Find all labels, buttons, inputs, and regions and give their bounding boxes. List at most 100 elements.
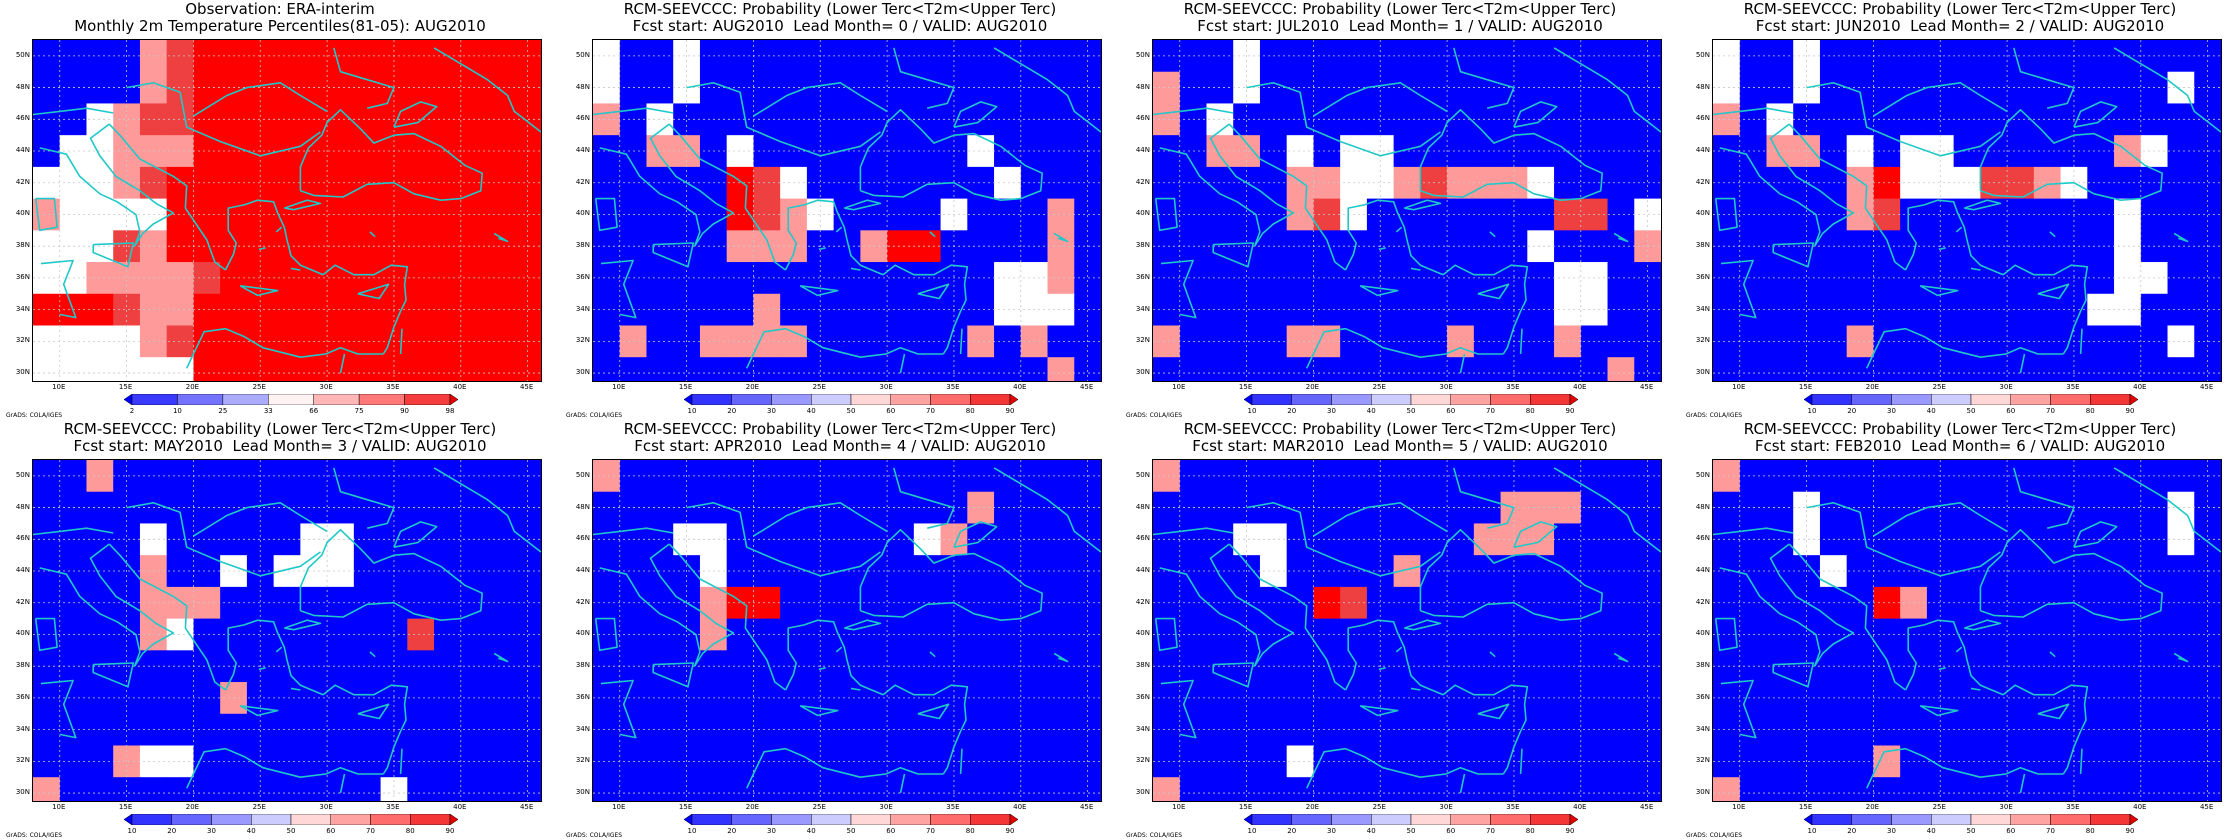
- grid-cell: [1047, 586, 1075, 620]
- lat-tick-label: 48N: [575, 502, 590, 511]
- lon-tick-label: 45E: [1079, 803, 1094, 811]
- grid-cell: [193, 460, 221, 493]
- colorbar-high-arrow: [1569, 394, 1578, 405]
- grid-cell: [593, 523, 621, 556]
- grid-cell: [1074, 357, 1101, 381]
- colorbar-level: [2090, 394, 2131, 405]
- grid-cell: [1047, 523, 1075, 556]
- grid-cell: [833, 325, 861, 358]
- grid-cell: [1047, 293, 1075, 326]
- colorbar-high-arrow: [1009, 394, 1018, 405]
- colorbar-level: [1371, 814, 1412, 825]
- coastline: [433, 467, 541, 553]
- grid-cell: [1607, 262, 1635, 295]
- grid-cell: [1953, 460, 1981, 493]
- panel-subtitle: Fcst start: AUG2010 Lead Month= 0 / VALI…: [632, 17, 1048, 35]
- grid-cell: [1953, 293, 1981, 326]
- colorbar-tick-label: 60: [886, 407, 896, 415]
- panel-title: RCM-SEEVCCC: Probability (Lower Terc<T2m…: [623, 0, 1057, 18]
- grid-cell: [1047, 262, 1075, 295]
- grid-cell: [1153, 166, 1181, 200]
- grid-cell: [273, 103, 301, 136]
- grid-cell: [1500, 357, 1528, 381]
- grid-cell: [1047, 198, 1075, 231]
- grid-cell: [1153, 491, 1181, 524]
- colorbar-tick-label: 10: [687, 407, 697, 415]
- grid-cell: [193, 71, 221, 104]
- coastline: [393, 521, 438, 548]
- lat-tick-label: 38N: [575, 241, 590, 250]
- grid-cell: [139, 777, 168, 801]
- coastline: [818, 247, 826, 251]
- grads-credit: GrADS: COLA/IGES: [1126, 412, 1183, 419]
- grid-cell: [33, 523, 61, 556]
- grid-cell: [1233, 357, 1261, 381]
- grid-cell: [193, 103, 221, 136]
- colorbar-tick-label: 50: [1406, 827, 1416, 835]
- grid-cell: [193, 650, 221, 683]
- panel-subtitle: Fcst start: MAY2010 Lead Month= 3 / VALI…: [73, 437, 487, 455]
- coastline: [369, 231, 376, 238]
- grid-cell: [514, 357, 541, 381]
- lon-tick-label: 25E: [1372, 383, 1386, 391]
- coastline: [433, 47, 541, 133]
- coastline: [1713, 527, 1794, 536]
- grid-cell: [1447, 230, 1475, 263]
- grid-cell: [1393, 460, 1421, 493]
- coastline: [953, 521, 998, 548]
- coastline: [959, 748, 963, 775]
- grid-cell: [753, 262, 781, 295]
- coastline: [1442, 264, 1529, 355]
- coastline: [752, 81, 888, 117]
- grid-cell: [753, 523, 781, 556]
- coastline: [1404, 199, 1442, 211]
- coastline: [1970, 267, 1981, 271]
- grid-cell: [1527, 586, 1555, 620]
- lat-tick-label: 48N: [15, 82, 30, 91]
- colorbar-swatches: [1804, 394, 2138, 405]
- grid-cell: [33, 230, 61, 263]
- lon-tick-label: 10E: [612, 383, 626, 391]
- grid-cell: [967, 262, 995, 295]
- grid-cell: [887, 555, 915, 588]
- colorbar-level: [1931, 394, 1972, 405]
- lon-tick-label: 10E: [1172, 803, 1186, 811]
- coastline: [1154, 197, 1178, 232]
- grid-cell: [1447, 713, 1475, 746]
- coastline: [2073, 101, 2118, 128]
- grid-cell: [1393, 325, 1421, 358]
- grid-cell: [1527, 745, 1555, 778]
- lat-tick-label: 44N: [1695, 566, 1710, 575]
- grid-cell: [1953, 777, 1981, 801]
- grid-cell: [2007, 650, 2035, 683]
- coastline: [1964, 619, 2002, 631]
- grid-cell: [2033, 262, 2062, 295]
- grid-cell: [1313, 262, 1341, 295]
- colorbar-tick-label: 40: [246, 827, 256, 835]
- grid-cell: [1607, 523, 1635, 556]
- grid-cell: [1713, 491, 1741, 524]
- grid-cell: [1047, 357, 1075, 381]
- grid-cell: [1233, 262, 1261, 295]
- grid-cell: [1047, 745, 1075, 778]
- coastline: [1159, 567, 1261, 667]
- coastline: [275, 226, 283, 233]
- lat-tick-label: 48N: [1695, 82, 1710, 91]
- grid-cell: [1047, 325, 1075, 358]
- grid-cell: [2194, 777, 2221, 801]
- grid-cell: [327, 262, 355, 295]
- panel-subtitle: Fcst start: FEB2010 Lead Month= 6 / VALI…: [1754, 437, 2166, 455]
- grid-cell: [1179, 357, 1207, 381]
- grid-cell: [967, 586, 995, 620]
- grid-cell: [1713, 230, 1741, 263]
- grid-cell: [193, 293, 221, 326]
- grid-cell: [753, 293, 781, 326]
- grid-cell: [193, 586, 221, 620]
- grid-cell: [33, 491, 61, 524]
- coastline: [686, 81, 881, 157]
- coastline: [2002, 264, 2089, 355]
- panel-subtitle: Fcst start: MAR2010 Lead Month= 5 / VALI…: [1192, 437, 1608, 455]
- grid-cell: [1393, 262, 1421, 295]
- grid-cell: [1713, 262, 1741, 295]
- grid-cell: [1873, 357, 1901, 381]
